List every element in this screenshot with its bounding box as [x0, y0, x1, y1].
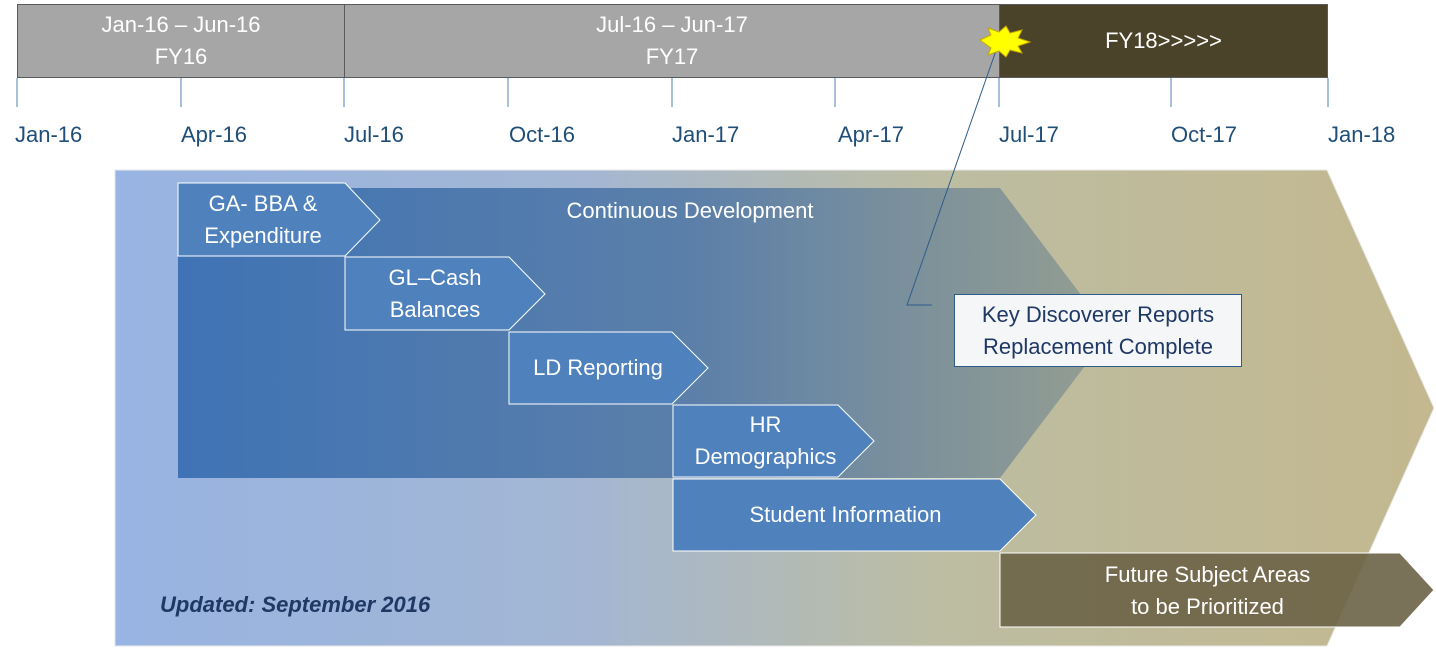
tick-label-apr-17: Apr-17	[838, 122, 905, 147]
tick-label-jan-17: Jan-17	[672, 122, 740, 147]
timeline-axis	[16, 78, 1329, 107]
tick-label-jan-18: Jan-18	[1328, 122, 1396, 147]
callout-connector	[906, 41, 1000, 306]
milestone-ga-bba-line-2: Expenditure	[204, 222, 322, 248]
callout-box: Key Discoverer Reports Replacement Compl…	[954, 294, 1242, 367]
milestone-gl-cash-line-2: Balances	[389, 296, 481, 322]
milestone-gl-cash-line-1: GL–Cash	[388, 264, 482, 290]
milestone-ga-bba-label: GA- BBA & Expenditure	[178, 183, 348, 256]
milestone-student-information-label: Student Information	[673, 479, 1018, 551]
future-line-1: Future Subject Areas	[1104, 562, 1311, 587]
future-subject-areas-label: Future Subject Areas to be Prioritized	[1000, 558, 1415, 624]
callout-line-1: Key Discoverer Reports	[981, 301, 1215, 327]
fy18-label: FY18>>>>>	[1105, 28, 1222, 53]
milestone-hr-demographics-arrow	[672, 404, 875, 478]
milestone-gl-cash-label: GL–Cash Balances	[345, 257, 525, 330]
tick-label-apr-16: Apr-16	[181, 122, 248, 147]
tick-label-jul-17: Jul-17	[999, 122, 1059, 147]
fy17-label: FY17	[645, 44, 699, 69]
milestone-hr-demographics-line-1: HR	[749, 412, 782, 437]
milestone-student-information-line-1: Student Information	[749, 502, 942, 527]
callout-line-2: Replacement Complete	[983, 333, 1213, 359]
milestone-ld-reporting-label: LD Reporting	[509, 332, 687, 404]
fy18-box: FY18>>>>>	[999, 4, 1328, 78]
milestone-ga-bba-arrow	[177, 182, 381, 257]
tick-label-oct-16: Oct-16	[509, 122, 576, 147]
milestone-ga-bba-line-1: GA- BBA &	[208, 190, 318, 216]
milestone-hr-demographics-label: HR Demographics	[673, 405, 858, 477]
milestone-ld-reporting-line-1: LD Reporting	[533, 355, 663, 380]
fy16-range: Jan-16 – Jun-16	[101, 12, 261, 37]
tick-label-jan-16: Jan-16	[15, 122, 83, 147]
continuous-development-label: Continuous Development	[566, 198, 814, 223]
milestone-ld-reporting-arrow	[508, 331, 709, 405]
tick-label-oct-17: Oct-17	[1171, 122, 1238, 147]
future-subject-areas-arrow	[999, 552, 1435, 628]
starburst-icon	[979, 25, 1032, 58]
tick-label-jul-16: Jul-16	[344, 122, 404, 147]
milestone-hr-demographics-line-2: Demographics	[694, 444, 837, 469]
fy16-box: Jan-16 – Jun-16 FY16	[17, 4, 345, 78]
updated-note: Updated: September 2016	[160, 592, 431, 617]
milestone-student-information-arrow	[672, 478, 1037, 552]
milestone-gl-cash-arrow	[344, 256, 546, 331]
fy17-box: Jul-16 – Jun-17 FY17	[344, 4, 1000, 78]
fy16-label: FY16	[154, 44, 208, 69]
fy17-range: Jul-16 – Jun-17	[596, 12, 748, 37]
future-line-2: to be Prioritized	[1131, 594, 1284, 619]
